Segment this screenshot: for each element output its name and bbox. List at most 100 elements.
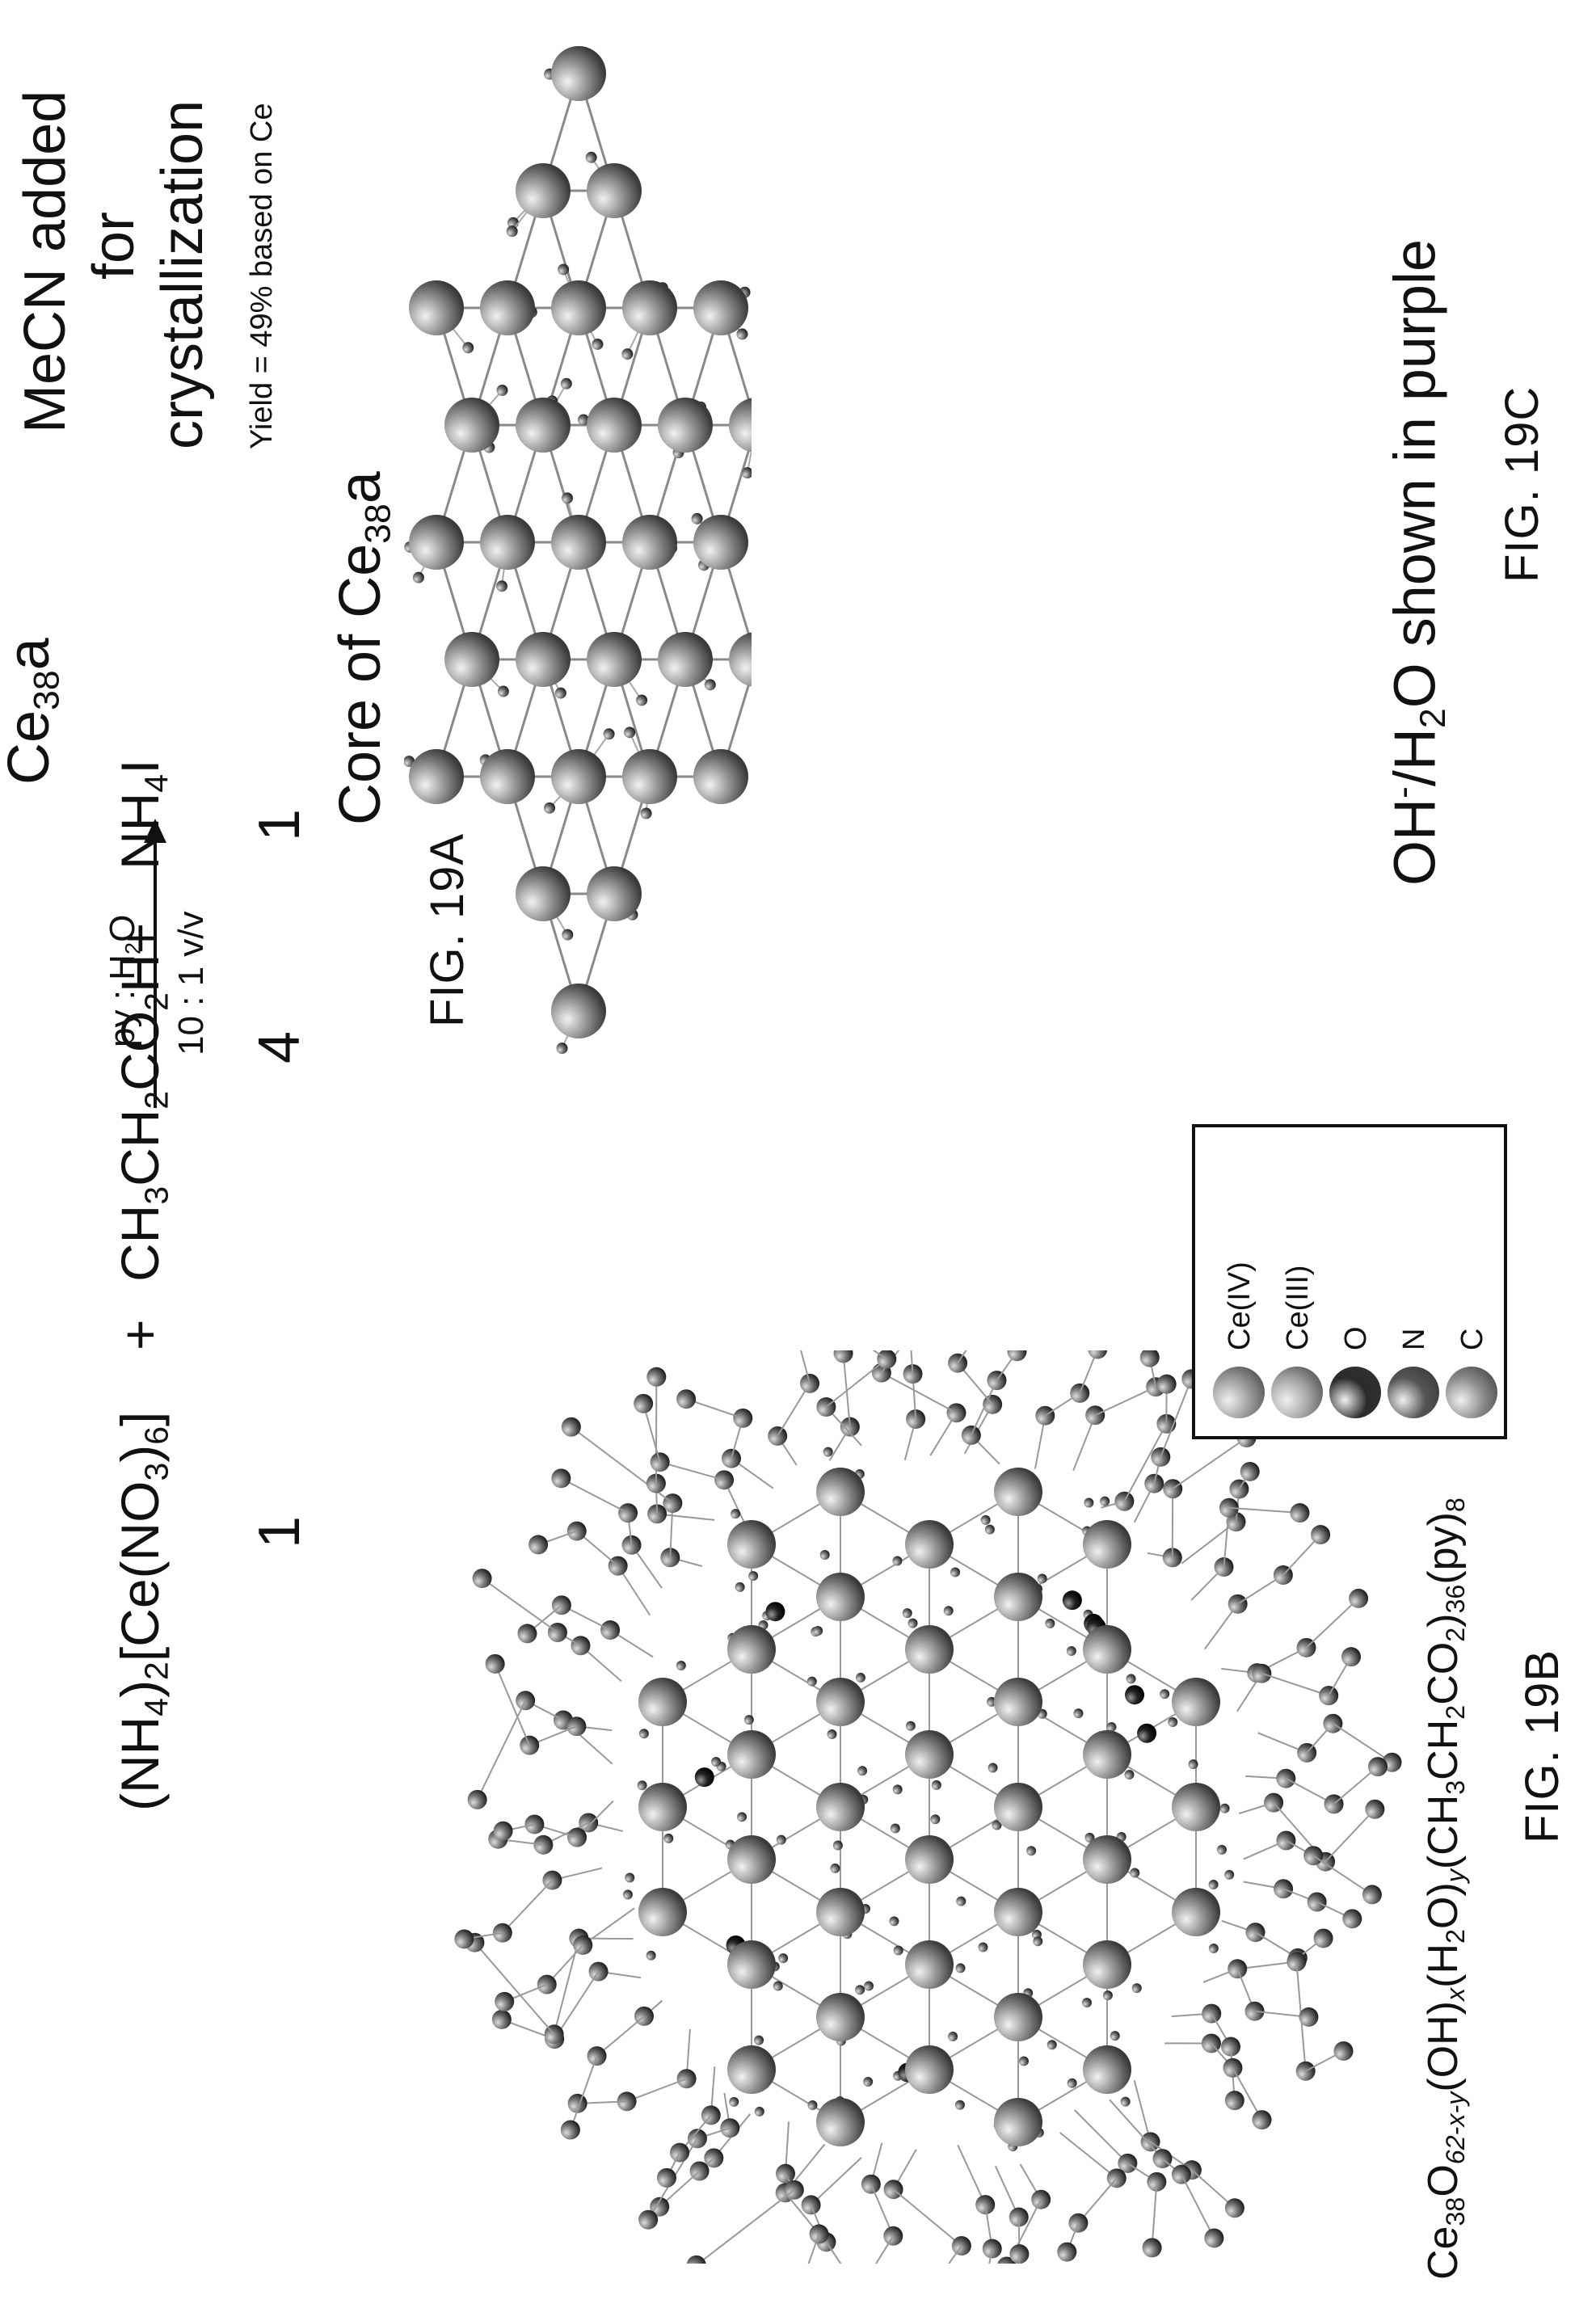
cerium-atom bbox=[1083, 1835, 1131, 1884]
ce-iii-swatch bbox=[1271, 1367, 1323, 1418]
oxygen-atom bbox=[1208, 1943, 1219, 1953]
oxygen-atom bbox=[585, 151, 597, 163]
carbon-atom bbox=[551, 1595, 571, 1615]
oxygen-atom bbox=[640, 807, 652, 819]
ligand-bond bbox=[1018, 2254, 1021, 2264]
oxygen-atom bbox=[462, 342, 474, 354]
cerium-atom bbox=[727, 1835, 776, 1884]
hydroxide-oxygen-atom bbox=[1062, 1590, 1082, 1611]
carbon-atom bbox=[833, 1350, 853, 1363]
ligand-bond bbox=[1261, 1672, 1329, 1697]
oxygen-atom bbox=[1208, 1880, 1219, 1890]
oxygen-atom bbox=[1126, 1674, 1136, 1684]
oxygen-atom bbox=[1102, 1990, 1113, 2001]
oxygen-atom bbox=[1110, 2031, 1120, 2041]
oxygen-atom bbox=[646, 1950, 656, 1961]
carbon-atom bbox=[816, 1397, 836, 1417]
ligand-bond bbox=[476, 1700, 527, 1801]
oxygen-atom bbox=[992, 1820, 1002, 1830]
carbon-atom bbox=[676, 2069, 697, 2089]
carbon-atom bbox=[566, 1521, 587, 1541]
cerium-atom bbox=[905, 1730, 954, 1779]
carbon-atom bbox=[1349, 1588, 1369, 1608]
cerium-atom bbox=[727, 1520, 776, 1569]
ce38a-core-structure bbox=[404, 46, 752, 1055]
cerium-atom bbox=[727, 2045, 776, 2094]
cerium-atom bbox=[994, 1783, 1042, 1831]
reactant-ammonium-cerium-nitrate: (NH4)2[Ce(NO3)6] bbox=[110, 1411, 175, 1811]
carbon-atom bbox=[517, 1624, 537, 1644]
cerium-atom bbox=[994, 1678, 1042, 1726]
ligand-bond bbox=[824, 1350, 887, 1360]
carbon-atom bbox=[650, 1452, 670, 1472]
carbon-atom bbox=[1333, 2041, 1354, 2061]
cerium-atom bbox=[727, 1730, 776, 1779]
ligand-bond bbox=[825, 2241, 876, 2264]
carbon-atom bbox=[1274, 1879, 1294, 1899]
cerium-atom bbox=[727, 1940, 776, 1989]
cerium-atom bbox=[622, 280, 677, 335]
oxygen-atom bbox=[663, 1833, 674, 1843]
ligand-bond bbox=[970, 1379, 998, 1436]
cerium-atom bbox=[638, 1888, 687, 1936]
oxygen-atom bbox=[729, 2096, 739, 2107]
ligand-bond bbox=[907, 1350, 914, 1375]
cerium-atom bbox=[516, 632, 571, 687]
oxygen-atom bbox=[497, 685, 509, 697]
cerium-atom bbox=[516, 163, 571, 218]
cerium-atom bbox=[693, 280, 748, 335]
ligand-bond bbox=[1151, 2181, 1158, 2248]
ligand-bond bbox=[474, 1942, 555, 2035]
hydroxide-oxygen-atom bbox=[765, 1602, 785, 1622]
oxygen-atom bbox=[984, 1524, 995, 1535]
ligand-bond bbox=[1228, 1506, 1300, 1514]
cerium-atom bbox=[480, 515, 535, 570]
ligand-bond bbox=[801, 2234, 820, 2264]
oxygen-atom bbox=[827, 1729, 837, 1740]
conditions-line-2: for bbox=[82, 211, 146, 280]
ce38a-full-cluster-structure bbox=[454, 1350, 1402, 2264]
carbon-atom bbox=[1007, 1350, 1027, 1362]
oxygen-atom bbox=[907, 1618, 918, 1628]
oxygen-atom bbox=[889, 1916, 899, 1927]
ligand-bond bbox=[582, 1907, 635, 1946]
carbon-atom bbox=[676, 1389, 697, 1409]
cerium-atom bbox=[905, 1835, 954, 1884]
cerium-atom bbox=[693, 515, 748, 570]
carbon-atom bbox=[617, 2091, 637, 2112]
ligand-bond bbox=[1172, 1437, 1248, 1490]
ligand-bond bbox=[1077, 2177, 1118, 2224]
reaction-arrow-shaft bbox=[154, 841, 157, 1108]
carbon-atom bbox=[1068, 2213, 1089, 2233]
carbon-atom bbox=[1367, 1757, 1388, 1777]
cerium-atom bbox=[409, 515, 464, 570]
cerium-atom bbox=[638, 1783, 687, 1831]
carbon-atom bbox=[951, 2235, 971, 2256]
oxygen-atom bbox=[577, 414, 589, 426]
carbon-atom bbox=[1362, 1885, 1382, 1905]
carbon-atom bbox=[537, 1974, 557, 1994]
carbon-atom bbox=[1323, 1713, 1343, 1733]
c-swatch bbox=[1446, 1367, 1497, 1418]
carbon-atom bbox=[646, 1473, 666, 1493]
carbon-atom bbox=[492, 1923, 512, 1943]
cerium-atom bbox=[729, 398, 752, 453]
carbon-atom bbox=[634, 2006, 655, 2026]
oxygen-atom bbox=[1084, 1497, 1094, 1508]
ce-iv-swatch bbox=[1213, 1367, 1265, 1418]
cerium-atom bbox=[658, 398, 713, 453]
ce-o-bond bbox=[746, 424, 752, 474]
ligand-bond bbox=[1312, 1855, 1373, 1896]
oxygen-atom bbox=[864, 1981, 874, 1991]
n-swatch bbox=[1388, 1367, 1439, 1418]
ligand-bond bbox=[1160, 1379, 1193, 1458]
oxygen-atom bbox=[754, 2035, 764, 2045]
cerium-atom bbox=[905, 1625, 954, 1674]
fig-19b-label: FIG. 19B bbox=[1516, 1649, 1569, 1843]
arrow-condition-top: py : H2O bbox=[103, 914, 145, 1047]
carbon-atom bbox=[1156, 1374, 1177, 1394]
ligand-bond bbox=[892, 2188, 962, 2247]
ligand-bond bbox=[810, 2157, 862, 2206]
carbon-atom bbox=[472, 1569, 492, 1589]
oxygen-atom bbox=[819, 1550, 830, 1561]
